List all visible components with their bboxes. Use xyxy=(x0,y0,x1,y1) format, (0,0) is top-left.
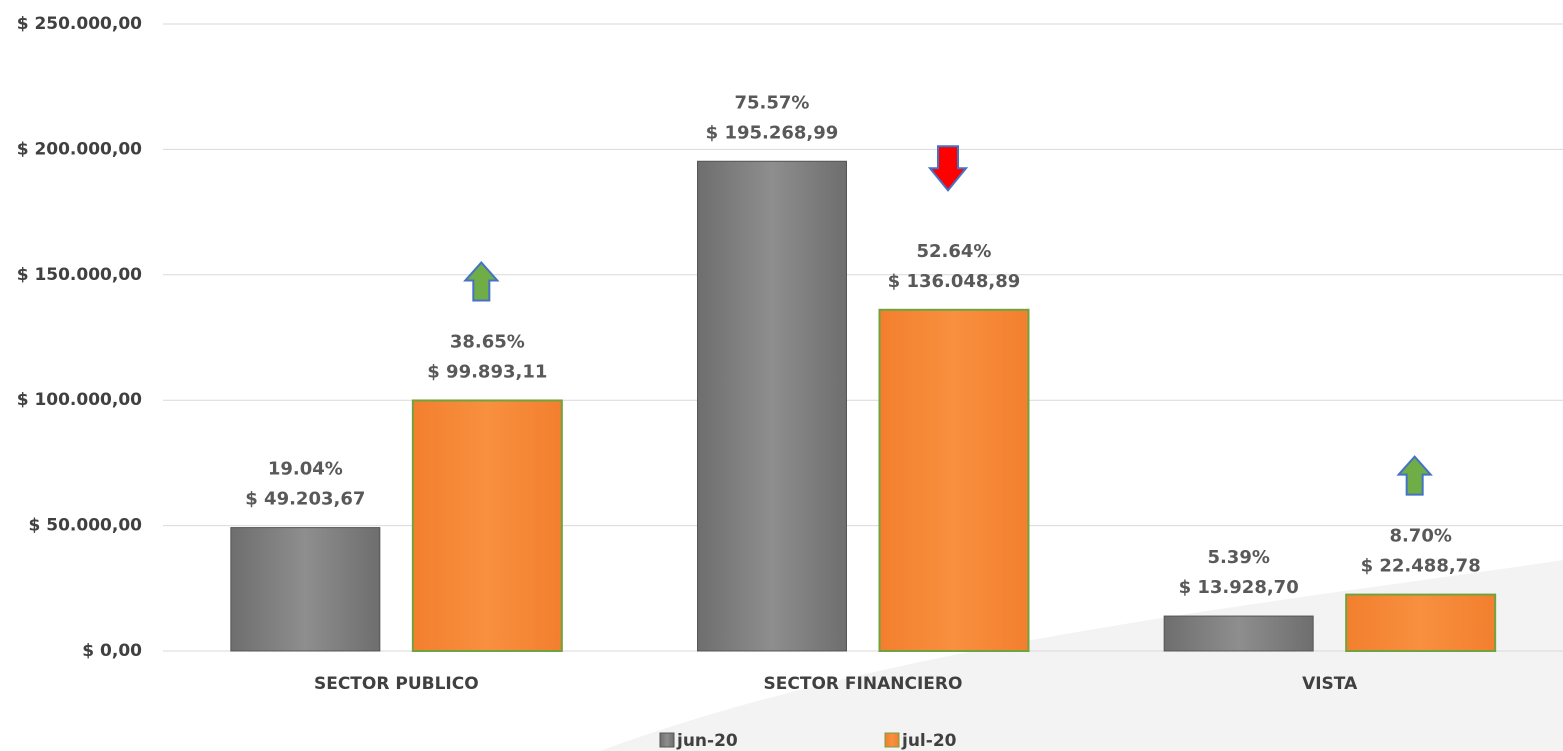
share-label: 8.70% xyxy=(1389,526,1451,547)
up-arrow xyxy=(463,260,500,302)
legend-label: jun-20 xyxy=(676,731,738,751)
y-tick-label: $ 50.000,00 xyxy=(29,516,143,536)
legend-swatch xyxy=(884,732,900,748)
value-label: $ 99.893,11 xyxy=(427,361,547,382)
share-label: 38.65% xyxy=(450,331,525,352)
bar xyxy=(230,527,381,652)
bar xyxy=(878,308,1030,652)
share-label: 5.39% xyxy=(1207,547,1269,568)
x-tick-label: SECTOR PUBLICO xyxy=(314,674,479,694)
x-tick-label: SECTOR FINANCIERO xyxy=(764,674,963,694)
up-arrow xyxy=(1396,455,1433,496)
value-label: $ 13.928,70 xyxy=(1179,577,1299,598)
bar xyxy=(1345,593,1497,653)
down-arrow xyxy=(927,145,969,192)
value-label: $ 49.203,67 xyxy=(245,489,365,510)
bar xyxy=(1163,615,1314,652)
y-tick-label: $ 100.000,00 xyxy=(17,390,142,410)
y-tick-label: $ 150.000,00 xyxy=(17,265,142,285)
bar xyxy=(411,399,563,652)
y-tick-label: $ 250.000,00 xyxy=(17,14,142,34)
bar xyxy=(697,160,847,652)
background-swoosh xyxy=(600,560,1563,751)
share-label: 75.57% xyxy=(735,92,810,113)
share-label: 52.64% xyxy=(917,241,992,262)
value-label: $ 195.268,99 xyxy=(706,122,839,143)
value-label: $ 22.488,78 xyxy=(1361,556,1481,577)
x-tick-label: VISTA xyxy=(1302,674,1358,694)
legend-label: jul-20 xyxy=(901,731,957,751)
value-label: $ 136.048,89 xyxy=(888,271,1021,292)
share-label: 19.04% xyxy=(268,459,343,480)
legend-swatch xyxy=(659,732,675,748)
y-tick-label: $ 200.000,00 xyxy=(17,139,142,159)
y-tick-label: $ 0,00 xyxy=(82,641,142,661)
